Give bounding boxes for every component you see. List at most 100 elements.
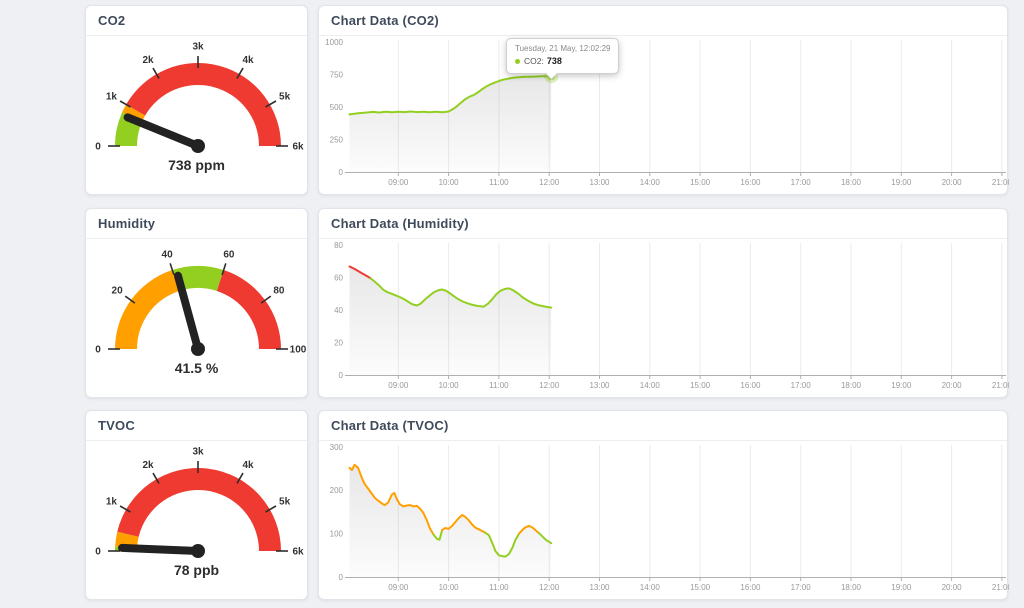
svg-text:0: 0 xyxy=(339,371,344,380)
svg-text:11:00: 11:00 xyxy=(489,178,509,187)
svg-text:13:00: 13:00 xyxy=(589,583,610,592)
svg-text:14:00: 14:00 xyxy=(640,583,661,592)
svg-text:0: 0 xyxy=(95,345,101,356)
svg-text:15:00: 15:00 xyxy=(690,381,711,390)
panel-header: CO2 xyxy=(86,6,307,36)
tvoc-chart[interactable]: 09:00 10:00 11:00 12:00 13:00 14:00 15:00 16:00… xyxy=(319,441,1009,599)
svg-text:40: 40 xyxy=(334,306,343,315)
humidity-chart[interactable]: 09:00 10:00 11:00 12:00 13:00 14:00 15:00 16:00… xyxy=(319,239,1009,397)
svg-text:80: 80 xyxy=(273,286,285,297)
svg-text:19:00: 19:00 xyxy=(891,583,912,592)
panel-header: TVOC xyxy=(86,411,307,441)
svg-text:12:00: 12:00 xyxy=(539,381,560,390)
svg-text:16:00: 16:00 xyxy=(740,381,761,390)
panel-header: Humidity xyxy=(86,209,307,239)
tooltip-value: 738 xyxy=(546,55,562,66)
svg-text:4k: 4k xyxy=(242,460,254,471)
svg-text:0: 0 xyxy=(95,547,101,558)
svg-text:3k: 3k xyxy=(192,447,204,458)
tooltip-series-label: CO2: xyxy=(524,55,544,66)
svg-text:0: 0 xyxy=(339,168,344,177)
svg-text:750: 750 xyxy=(330,70,344,79)
svg-text:13:00: 13:00 xyxy=(589,381,610,390)
panel-title: Chart Data (CO2) xyxy=(331,13,439,28)
svg-text:20:00: 20:00 xyxy=(942,381,963,390)
svg-text:80: 80 xyxy=(334,241,343,250)
co2-chart[interactable]: 09:00 10:00 11:00 12:00 13:00 14:00 15:00 16:00… xyxy=(319,36,1009,194)
gauge-panel-humidity: Humidity 0 20 40 60 80 100 41.5 % xyxy=(85,208,308,398)
svg-text:09:00: 09:00 xyxy=(388,178,409,187)
svg-text:20: 20 xyxy=(112,286,124,297)
svg-text:17:00: 17:00 xyxy=(791,583,812,592)
svg-text:10:00: 10:00 xyxy=(439,583,460,592)
co2-gauge: 0 1k 2k 3k 4k 5k 6k xyxy=(95,42,304,153)
svg-text:13:00: 13:00 xyxy=(589,178,610,187)
tooltip-date: Tuesday, 21 May, 12:02:29 xyxy=(515,44,611,53)
svg-text:09:00: 09:00 xyxy=(388,381,409,390)
svg-text:11:00: 11:00 xyxy=(489,381,509,390)
svg-text:12:00: 12:00 xyxy=(539,178,560,187)
svg-text:3k: 3k xyxy=(192,42,204,53)
svg-text:4k: 4k xyxy=(242,55,254,66)
svg-text:14:00: 14:00 xyxy=(640,178,661,187)
svg-text:300: 300 xyxy=(330,443,344,452)
svg-text:15:00: 15:00 xyxy=(690,178,711,187)
svg-text:21:00: 21:00 xyxy=(992,381,1009,390)
svg-text:200: 200 xyxy=(330,486,344,495)
svg-text:500: 500 xyxy=(330,103,344,112)
chart-panel-humidity: Chart Data (Humidity) 09:00 10:00 11:00 12:… xyxy=(318,208,1009,398)
chart-tooltip: Tuesday, 21 May, 12:02:29 CO2: 738 xyxy=(506,38,620,74)
panel-title: Chart Data (Humidity) xyxy=(331,216,469,231)
svg-text:100: 100 xyxy=(330,529,344,538)
gauge-body: 0 1k 2k 3k 4k 5k 6k 78 ppb xyxy=(86,441,307,599)
svg-text:20:00: 20:00 xyxy=(942,178,963,187)
svg-text:21:00: 21:00 xyxy=(992,583,1009,592)
svg-text:2k: 2k xyxy=(142,460,154,471)
svg-text:6k: 6k xyxy=(292,547,304,558)
svg-text:11:00: 11:00 xyxy=(489,583,509,592)
svg-text:5k: 5k xyxy=(279,497,291,508)
panel-title: Humidity xyxy=(98,216,156,231)
panel-title: CO2 xyxy=(98,13,126,28)
panel-title: Chart Data (TVOC) xyxy=(331,418,449,433)
svg-text:19:00: 19:00 xyxy=(891,381,912,390)
gauge-panel-co2: CO2 0 1k 2k 3k 4k 5k 6k 738 ppm xyxy=(85,5,308,195)
svg-text:18:00: 18:00 xyxy=(841,178,862,187)
svg-text:17:00: 17:00 xyxy=(791,178,812,187)
svg-text:20:00: 20:00 xyxy=(942,583,963,592)
chart-panel-tvoc: Chart Data (TVOC) 09:00 10:00 11:00 12:00 13… xyxy=(318,410,1009,600)
panel-header: Chart Data (Humidity) xyxy=(319,209,1007,239)
gauge-value: 41.5 % xyxy=(174,360,219,376)
svg-text:1k: 1k xyxy=(106,92,118,103)
svg-text:100: 100 xyxy=(290,345,307,356)
svg-text:18:00: 18:00 xyxy=(841,381,862,390)
chart-body: 09:00 10:00 11:00 12:00 13:00 14:00 15:00 16:00… xyxy=(319,36,1009,194)
gauge-panel-tvoc: TVOC 0 1k 2k 3k 4k 5k 6k 78 ppb xyxy=(85,410,308,600)
svg-text:1000: 1000 xyxy=(325,38,343,47)
svg-text:6k: 6k xyxy=(292,142,304,153)
svg-text:1k: 1k xyxy=(106,497,118,508)
svg-text:16:00: 16:00 xyxy=(740,178,761,187)
svg-text:2k: 2k xyxy=(142,55,154,66)
svg-text:19:00: 19:00 xyxy=(891,178,912,187)
svg-text:10:00: 10:00 xyxy=(439,178,460,187)
svg-text:21:00: 21:00 xyxy=(992,178,1009,187)
svg-text:10:00: 10:00 xyxy=(439,381,460,390)
panel-title: TVOC xyxy=(98,418,135,433)
chart-body: 09:00 10:00 11:00 12:00 13:00 14:00 15:00 16:00… xyxy=(319,441,1009,599)
gauge-value: 78 ppb xyxy=(173,562,220,578)
tvoc-gauge: 0 1k 2k 3k 4k 5k 6k xyxy=(95,447,304,558)
svg-text:40: 40 xyxy=(162,249,174,260)
panel-header: Chart Data (CO2) xyxy=(319,6,1007,36)
chart-panel-co2: Chart Data (CO2) 09:00 10:00 11:00 12:00 13:… xyxy=(318,5,1009,195)
chart-body: 09:00 10:00 11:00 12:00 13:00 14:00 15:00 16:00… xyxy=(319,239,1009,397)
svg-text:60: 60 xyxy=(334,273,343,282)
svg-text:5k: 5k xyxy=(279,92,291,103)
svg-text:09:00: 09:00 xyxy=(388,583,409,592)
svg-text:12:00: 12:00 xyxy=(539,583,560,592)
svg-text:15:00: 15:00 xyxy=(690,583,711,592)
svg-text:17:00: 17:00 xyxy=(791,381,812,390)
svg-text:18:00: 18:00 xyxy=(841,583,862,592)
series-dot-icon xyxy=(515,58,520,64)
